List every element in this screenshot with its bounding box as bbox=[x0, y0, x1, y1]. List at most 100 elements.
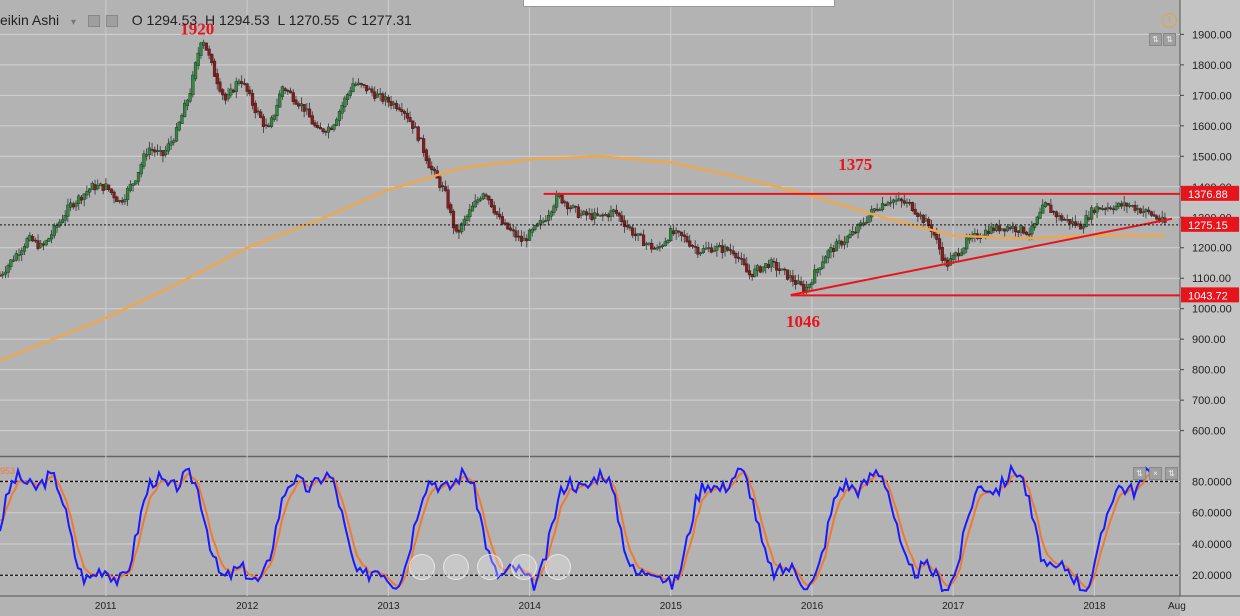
candle-body bbox=[416, 126, 420, 141]
trendline bbox=[790, 217, 1173, 296]
candle-body bbox=[574, 205, 578, 208]
candle-body bbox=[98, 183, 103, 187]
candle-body bbox=[259, 111, 263, 118]
settings-icon[interactable] bbox=[105, 15, 118, 28]
candle-body bbox=[943, 257, 947, 261]
candle-body bbox=[264, 124, 268, 127]
candle-body bbox=[601, 214, 605, 217]
ohlc-values: O 1294.53 H 1294.53 L 1270.55 C 1277.31 bbox=[132, 12, 416, 28]
scroll-forward-button[interactable] bbox=[511, 554, 537, 580]
arrows-icon[interactable]: ⇅ bbox=[1163, 33, 1176, 46]
candle-body bbox=[609, 210, 613, 217]
candle-body bbox=[44, 240, 48, 246]
candle-body bbox=[332, 124, 336, 130]
candle-body bbox=[1016, 230, 1020, 233]
candle-body bbox=[679, 231, 684, 236]
candle-body bbox=[267, 125, 271, 128]
candle-body bbox=[305, 108, 309, 111]
candle-body bbox=[555, 193, 559, 208]
candle-body bbox=[460, 223, 464, 233]
candle-body bbox=[443, 186, 447, 191]
candle-body bbox=[107, 184, 111, 190]
low-value: L 1270.55 bbox=[277, 12, 340, 28]
arrows-icon[interactable]: ⇅ bbox=[1165, 467, 1178, 480]
candle-body bbox=[373, 91, 377, 99]
eye-icon[interactable] bbox=[87, 15, 100, 28]
candle-body bbox=[240, 81, 244, 84]
candle-body bbox=[229, 88, 233, 96]
candle-body bbox=[663, 241, 667, 246]
candle-body bbox=[633, 233, 638, 237]
candle-body bbox=[131, 183, 135, 186]
x-tick-label: 2017 bbox=[942, 601, 965, 612]
reset-button[interactable] bbox=[477, 554, 503, 580]
candle-body bbox=[527, 229, 532, 241]
candle-body bbox=[489, 199, 494, 208]
candle-body bbox=[967, 237, 972, 241]
candle-body bbox=[1136, 208, 1140, 210]
candle-body bbox=[202, 42, 206, 46]
scroll-left-button[interactable] bbox=[409, 554, 435, 580]
candle-body bbox=[872, 208, 876, 212]
scroll-back-button[interactable] bbox=[443, 554, 469, 580]
candle-body bbox=[180, 115, 184, 124]
candle-body bbox=[750, 273, 754, 278]
candle-body bbox=[1125, 202, 1129, 207]
candle-body bbox=[769, 259, 773, 268]
candle-body bbox=[728, 249, 733, 252]
candle-body bbox=[688, 240, 692, 247]
candle-body bbox=[177, 121, 181, 131]
candle-body bbox=[682, 234, 686, 237]
candle-body bbox=[1152, 214, 1156, 217]
candle-body bbox=[832, 248, 836, 252]
candle-body bbox=[117, 200, 122, 202]
candle-body bbox=[639, 233, 643, 236]
candle-body bbox=[454, 224, 458, 232]
candle-body bbox=[669, 228, 673, 241]
candle-body bbox=[1071, 221, 1075, 224]
candle-body bbox=[1100, 208, 1105, 210]
candle-body bbox=[772, 261, 776, 263]
candle-body bbox=[242, 83, 246, 85]
candle-body bbox=[1, 273, 5, 276]
candle-body bbox=[212, 60, 217, 77]
chevron-down-icon[interactable]: ▾ bbox=[71, 17, 77, 28]
scroll-right-button[interactable] bbox=[545, 554, 571, 580]
candles-group bbox=[0, 39, 1167, 297]
arrows-icon[interactable]: ⇅ bbox=[1133, 467, 1146, 480]
price-annotation: 1046 bbox=[786, 312, 820, 331]
symbol-label[interactable]: eikin Ashi bbox=[0, 12, 60, 28]
candle-body bbox=[394, 103, 399, 109]
candle-body bbox=[14, 253, 18, 261]
close-icon[interactable]: × bbox=[1149, 467, 1162, 480]
candle-body bbox=[245, 83, 249, 92]
arrows-icon[interactable]: ⇅ bbox=[1149, 33, 1162, 46]
candle-body bbox=[302, 103, 306, 112]
candle-body bbox=[636, 233, 640, 236]
candle-body bbox=[383, 96, 388, 101]
candle-body bbox=[136, 171, 141, 182]
candle-body bbox=[519, 235, 523, 242]
candle-body bbox=[823, 256, 828, 264]
x-tick-label: 2011 bbox=[95, 601, 117, 612]
candle-body bbox=[55, 225, 59, 228]
candle-body bbox=[517, 235, 521, 238]
alert-clock-icon[interactable]: ! bbox=[1162, 13, 1177, 28]
candle-body bbox=[33, 239, 37, 242]
y-tick-label: 1900.00 bbox=[1192, 29, 1232, 41]
candle-body bbox=[413, 126, 418, 129]
candle-body bbox=[364, 85, 369, 92]
candle-body bbox=[1103, 208, 1107, 210]
stoch-d-line bbox=[0, 471, 1159, 589]
candle-body bbox=[9, 259, 13, 268]
candle-body bbox=[345, 94, 350, 100]
candle-body bbox=[620, 215, 624, 223]
candle-body bbox=[275, 104, 279, 117]
candle-body bbox=[853, 231, 857, 234]
candle-body bbox=[1030, 225, 1034, 235]
candle-body bbox=[115, 196, 119, 203]
candle-body bbox=[794, 280, 798, 285]
candle-body bbox=[88, 188, 92, 193]
candle-body bbox=[272, 114, 276, 120]
